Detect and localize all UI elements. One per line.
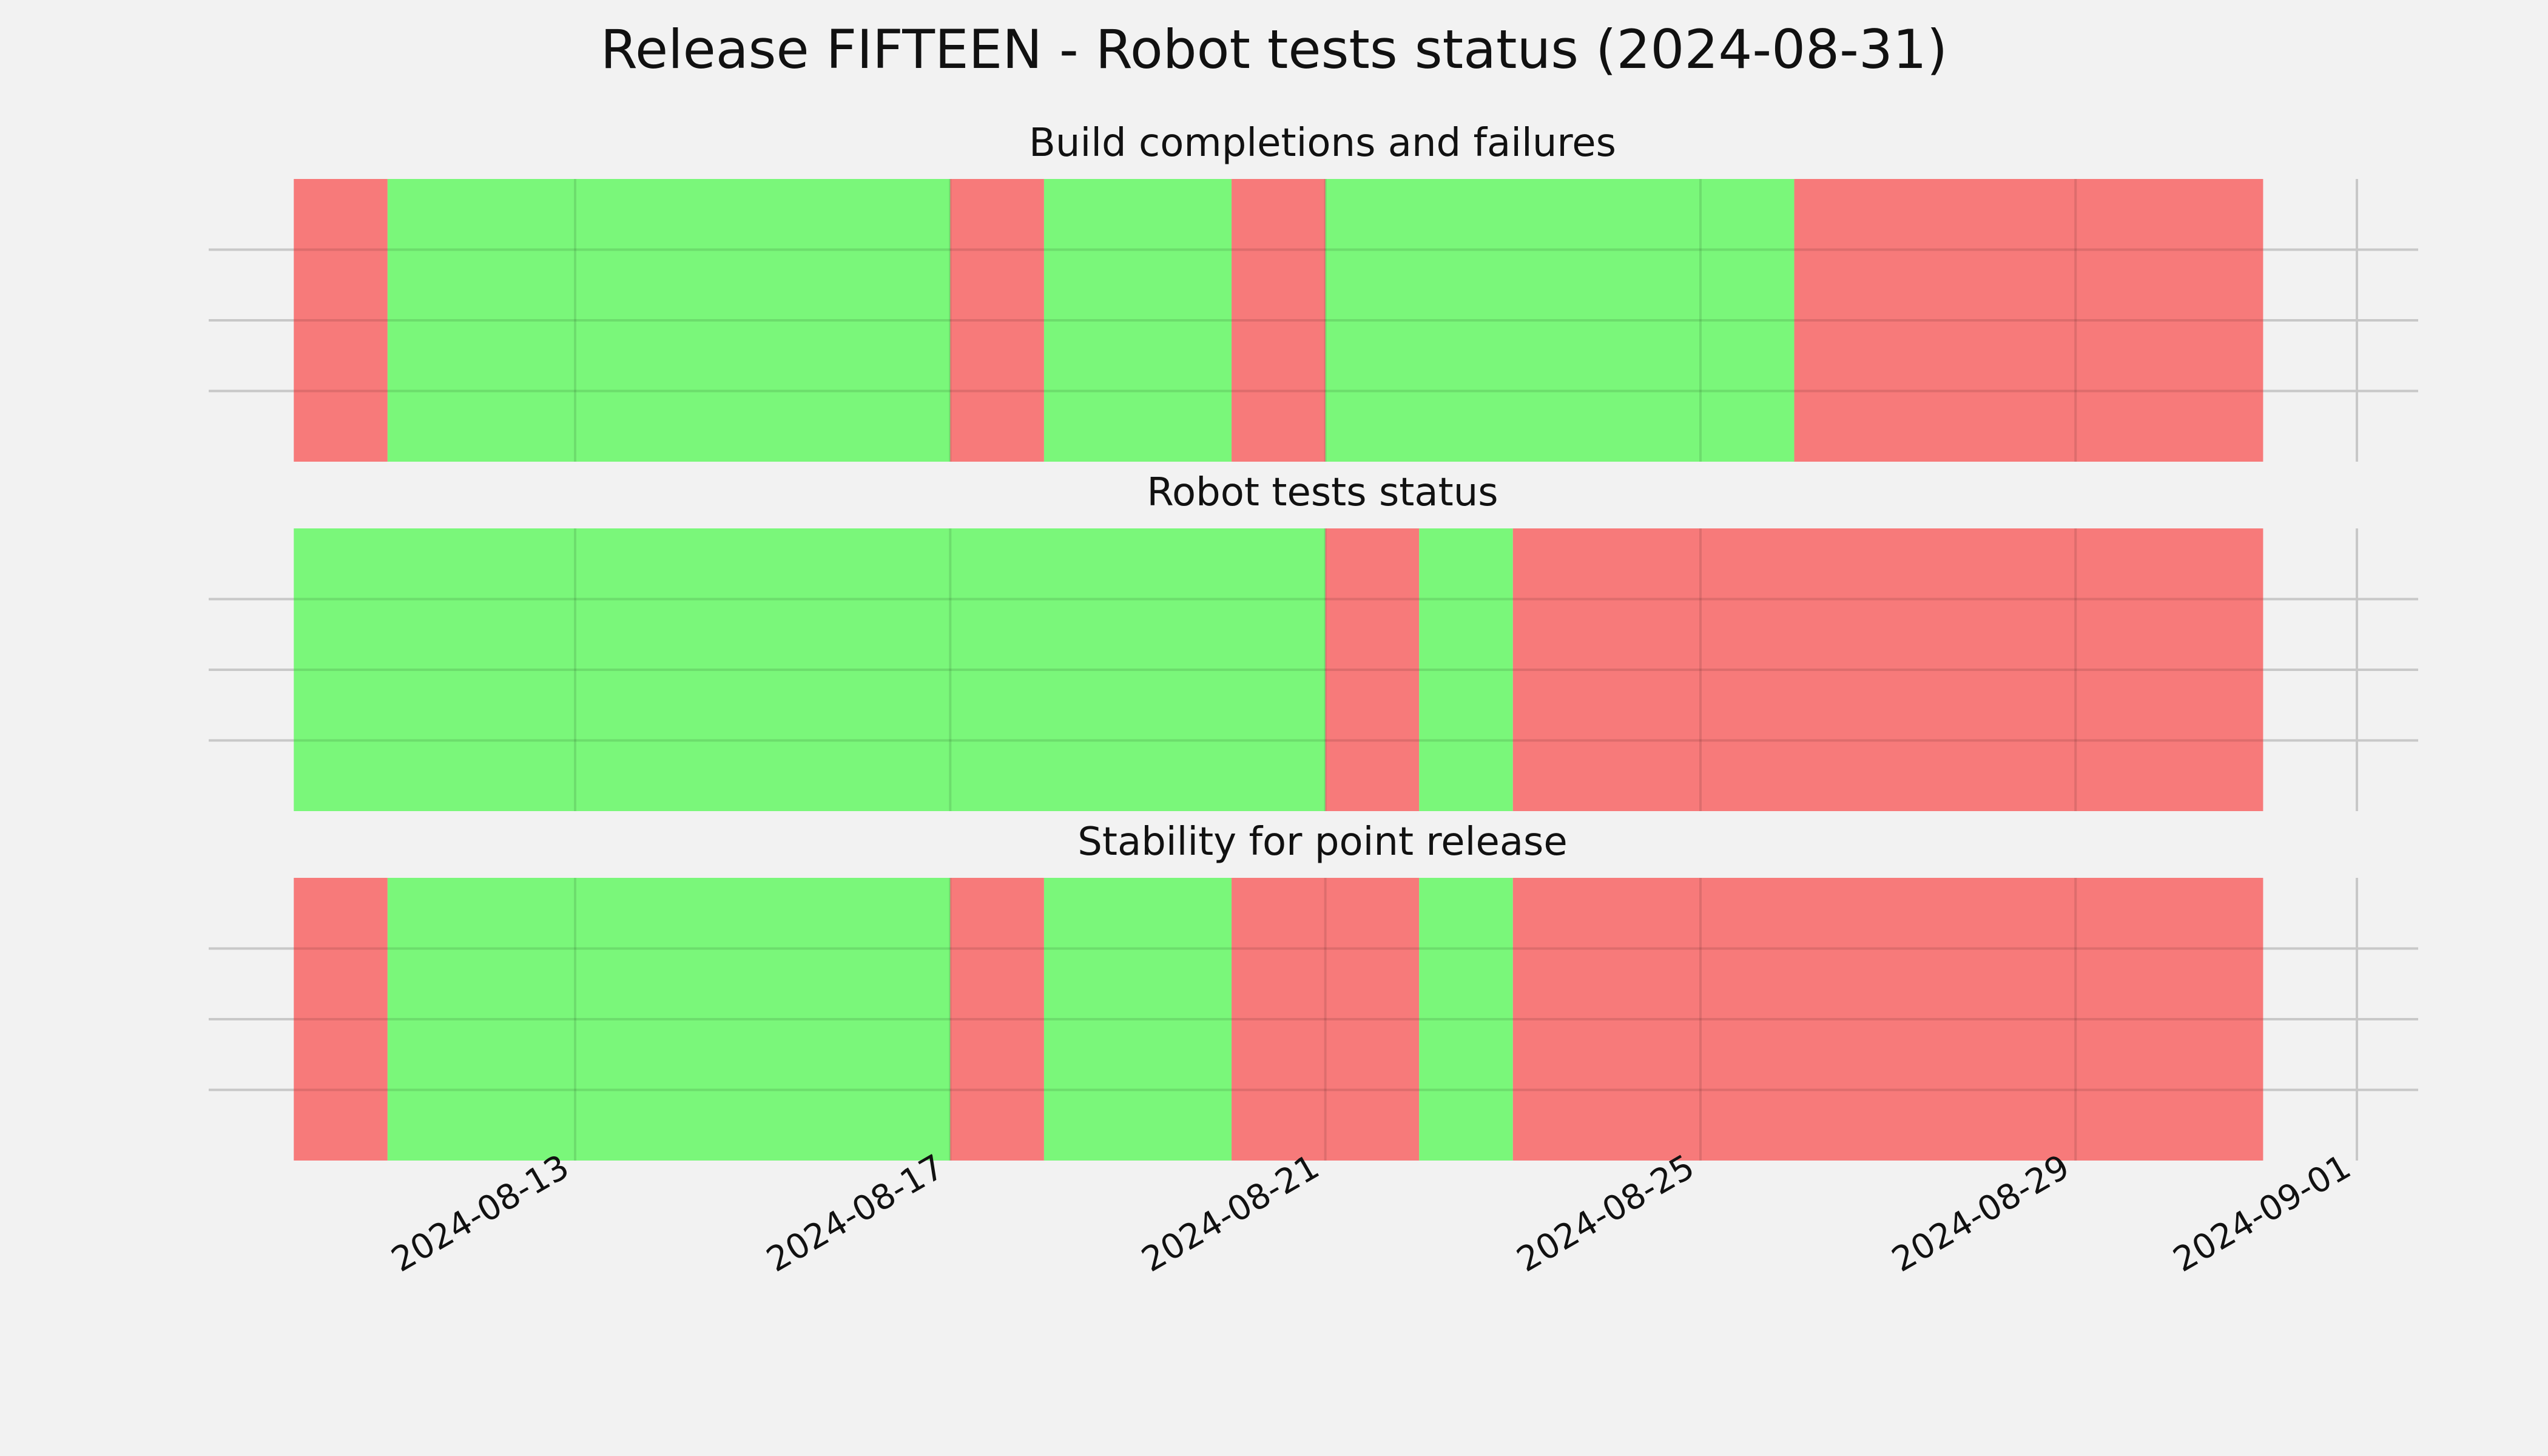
panel-3: Stability for point release: [209, 820, 2418, 1161]
segment-fail: [1232, 878, 1420, 1161]
segment-pass: [1325, 179, 1795, 462]
segment-pass: [1043, 179, 1232, 462]
segment-fail: [1232, 179, 1326, 462]
segment-pass: [1419, 878, 1513, 1161]
panels: Build completions and failures Robot test…: [209, 121, 2418, 1161]
chart-title: Release FIFTEEN - Robot tests status (20…: [601, 18, 1947, 81]
segment-pass: [387, 878, 951, 1161]
panel-1: Build completions and failures: [209, 121, 2418, 462]
segment-pass: [1419, 528, 1513, 811]
segment-fail: [950, 179, 1044, 462]
panel-title: Robot tests status: [1147, 470, 1498, 515]
segment-fail: [1794, 179, 2263, 462]
segment-pass: [1043, 878, 1232, 1161]
segment-fail: [294, 179, 388, 462]
segment-fail: [294, 878, 388, 1161]
segment-fail: [1325, 528, 1420, 811]
segment-fail: [1512, 528, 2263, 811]
panel-title: Build completions and failures: [1029, 121, 1616, 166]
segment-pass: [387, 179, 951, 462]
segment-pass: [294, 528, 1326, 811]
panel-title: Stability for point release: [1077, 820, 1568, 864]
segment-fail: [1512, 878, 2263, 1161]
panel-2: Robot tests status: [209, 470, 2418, 811]
segment-fail: [950, 878, 1044, 1161]
